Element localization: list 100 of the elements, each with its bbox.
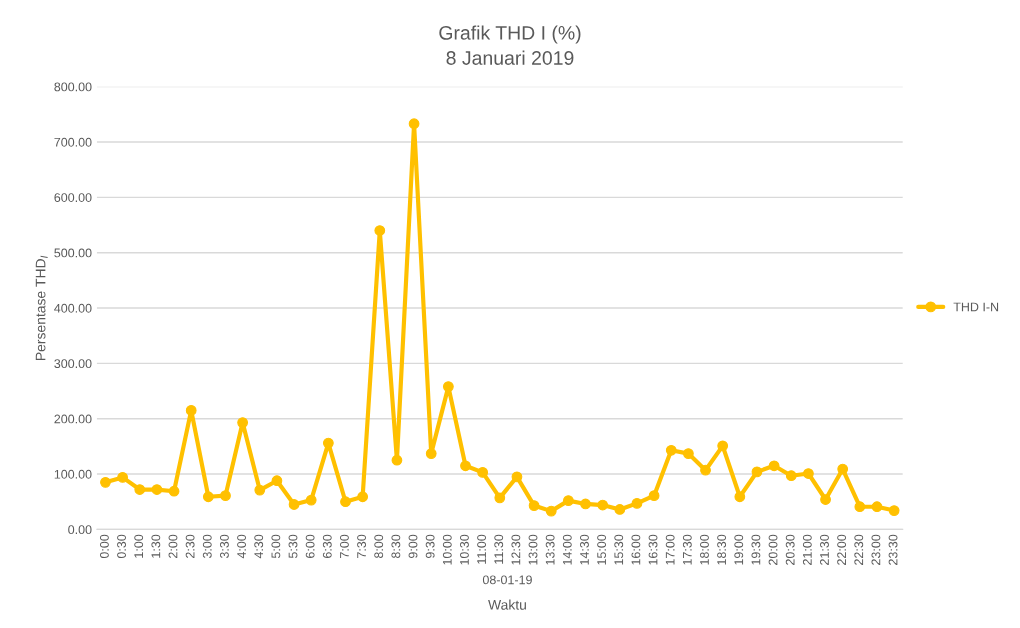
point [357,491,369,503]
point [374,225,386,236]
point [237,417,249,428]
x-tick-label: 18:30 [717,534,727,565]
point [477,467,489,478]
x-tick-label: 12:30 [511,534,521,565]
point [134,484,146,495]
point [202,491,214,503]
legend-label: THD I-N [953,302,999,312]
x-tick-label: 3:30 [219,534,229,559]
point [322,437,334,449]
chart-title: Grafik THD I (%) [439,25,581,44]
x-tick-label: 11:30 [494,534,504,564]
point [648,490,660,502]
point [803,468,814,479]
x-tick-label: 7:30 [357,534,366,558]
point [563,495,574,507]
x-tick-label: 1:00 [134,534,144,558]
point [631,498,643,509]
point [185,405,197,416]
point [597,499,609,511]
point [751,466,763,478]
y-tick-label: 300.00 [54,359,92,369]
point [494,492,506,504]
point [785,470,797,482]
x-tick-label: 17:00 [665,534,675,565]
y-tick-label: 800.00 [54,82,92,92]
x-tick-label: 14:30 [580,534,589,565]
point [442,381,454,392]
x-tick-label: 15:00 [597,534,607,565]
y-tick-label: 200.00 [54,414,92,424]
y-tick-label: 100.00 [54,469,92,479]
point [614,504,626,515]
x-tick-label: 11:00 [477,534,487,564]
point [665,444,677,456]
x-tick-label: 13:30 [545,534,555,565]
x-tick-label: 0:30 [117,534,126,559]
point [820,494,831,505]
point [683,448,694,459]
x-tick-label: 7:00 [340,534,349,558]
x-tick-label: 14:00 [562,534,572,565]
x-tick-label: 3:00 [202,534,212,559]
x-tick-label: 9:00 [408,534,418,559]
point [305,494,317,506]
point [271,475,283,487]
point [117,472,128,483]
point [168,485,180,497]
y-tick-label: 700.00 [54,137,92,147]
x-tick-label: 17:30 [682,534,692,565]
point [545,505,557,517]
x-tick-label: 5:00 [271,534,281,559]
x-tick-label: 10:30 [460,534,469,565]
x-tick-label: 22:00 [837,534,847,565]
x-tick-label: 23:30 [888,534,898,565]
x-tick-label: 8:00 [374,534,384,559]
x-tick-label: 16:00 [631,534,641,565]
x-tick-label: 1:30 [151,534,161,558]
point [854,501,866,513]
y-tick-label: 400.00 [54,303,92,313]
point [837,463,849,475]
point [254,484,266,496]
text: 08-01-19 [482,575,532,585]
point [717,440,729,452]
x-tick-label: 20:30 [785,534,795,565]
point [100,476,111,488]
point [700,464,711,476]
point [340,496,351,508]
x-tick-label: 20:00 [768,534,778,565]
y-tick-label: 600.00 [54,193,92,202]
point [580,498,591,510]
y-axis-title: Persentase THD$_{I}$ [35,255,48,360]
point [460,460,471,472]
y-tick-label: 500.00 [54,248,92,258]
x-tick-label: 23:00 [871,534,881,565]
point [288,499,300,510]
x-axis-title: Waktu [488,599,526,610]
x-tick-label: 13:00 [528,534,538,565]
x-tick-label: 9:30 [425,534,435,559]
x-tick-label: 2:30 [185,534,195,558]
x-tick-label: 21:00 [802,534,812,565]
chart-subtitle: 8 Januari 2019 [446,50,574,65]
x-tick-label: 19:30 [751,534,761,565]
point [768,460,780,472]
x-tick-label: 18:00 [700,534,709,565]
x-tick-label: 6:00 [305,534,315,558]
point [151,484,163,495]
x-tick-label: 4:30 [254,534,264,559]
x-tick-label: 16:30 [648,534,658,565]
point [888,505,900,516]
x-tick-label: 21:30 [820,534,829,565]
point [220,490,231,502]
x-tick-label: 8:30 [391,534,401,559]
x-tick-label: 22:30 [854,534,864,565]
point [391,454,403,466]
x-tick-label: 15:30 [614,534,624,565]
x-tick-label: 10:00 [442,534,452,565]
point [425,448,437,459]
point [528,500,540,511]
point [734,491,746,503]
point [871,501,883,513]
